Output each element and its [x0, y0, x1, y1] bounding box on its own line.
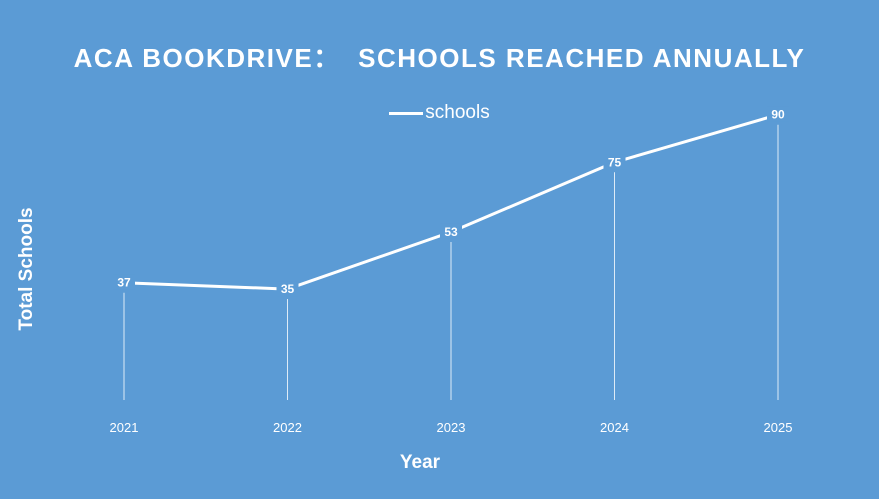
x-axis-label: Year: [399, 452, 441, 473]
data-label-bg-2023: [440, 223, 462, 239]
x-tick-2021: 2021: [110, 420, 139, 435]
x-tick-2022: 2022: [273, 420, 302, 435]
drop-lines: [123, 124, 779, 400]
x-tick-2023: 2023: [437, 420, 466, 435]
data-label-bg-2021: [113, 274, 135, 290]
legend-label-schools: schools: [425, 102, 490, 123]
data-label-2025: 90: [771, 108, 785, 122]
data-label-2023: 53: [444, 225, 458, 239]
legend: schools: [0, 102, 879, 124]
legend-line-swatch: [389, 111, 424, 115]
chart-title: ACA BOOKDRIVE： SCHOOLS REACHED ANNUALLY: [73, 43, 806, 73]
data-label-2021: 37: [117, 276, 131, 290]
data-labels: 37 35 53 75 90: [113, 106, 789, 297]
x-tick-2024: 2024: [600, 420, 629, 435]
data-label-2024: 75: [608, 155, 622, 169]
data-label-bg-2025: [767, 106, 789, 122]
data-label-bg-2024: [603, 154, 626, 170]
data-label-bg-2022: [276, 281, 299, 297]
data-label-2022: 35: [281, 282, 295, 296]
x-tick-labels: 2021 2022 2023 2024 2025: [110, 420, 793, 435]
x-tick-2025: 2025: [764, 420, 793, 435]
